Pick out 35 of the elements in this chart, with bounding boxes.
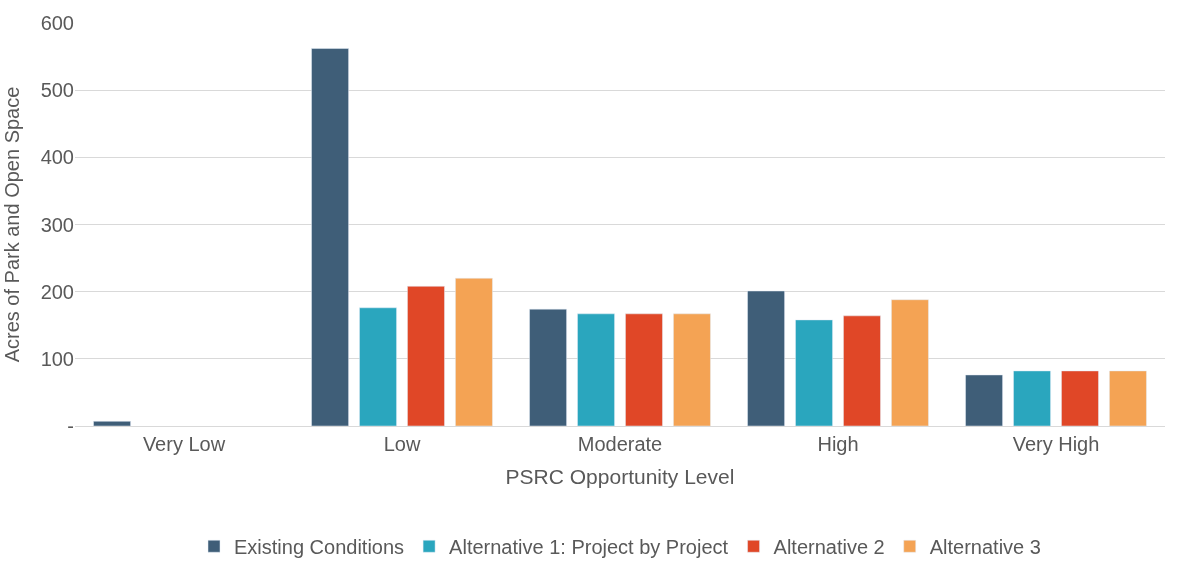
bar — [1109, 370, 1147, 426]
x-tick-label: Very High — [1012, 433, 1100, 455]
x-tick-label: Low — [383, 433, 421, 455]
legend-label: Alternative 2 — [773, 536, 885, 559]
y-tick-label: 500 — [40, 79, 74, 102]
bar — [311, 48, 349, 426]
bar — [1013, 370, 1051, 426]
y-tick-label: 100 — [40, 347, 74, 370]
bar — [407, 286, 445, 426]
x-axis-title: PSRC Opportunity Level — [505, 465, 735, 489]
legend-label: Alternative 3 — [929, 536, 1041, 559]
bar — [673, 313, 711, 426]
y-tick-label: 200 — [40, 280, 74, 303]
bar — [359, 307, 397, 426]
legend-label: Alternative 1: Project by Project — [449, 536, 729, 559]
y-tick-label: 400 — [40, 146, 74, 169]
bar — [891, 299, 929, 426]
bar — [577, 313, 615, 426]
bar — [455, 277, 493, 426]
x-tick-label: Very Low — [142, 433, 226, 455]
bar — [965, 374, 1003, 426]
bar — [1061, 370, 1099, 426]
x-tick-label: High — [817, 433, 859, 455]
y-tick-label: 600 — [40, 12, 74, 34]
bar — [747, 290, 785, 426]
bar — [625, 313, 663, 426]
y-tick-label: - — [67, 415, 74, 437]
x-tick-label: Moderate — [577, 433, 663, 455]
bar — [795, 319, 833, 426]
bar — [93, 421, 131, 426]
bar — [843, 315, 881, 426]
bar — [529, 308, 567, 426]
y-axis-title: Acres of Park and Open Space — [1, 86, 24, 363]
y-tick-label: 300 — [40, 213, 74, 236]
legend-label: Existing Conditions — [234, 536, 405, 559]
